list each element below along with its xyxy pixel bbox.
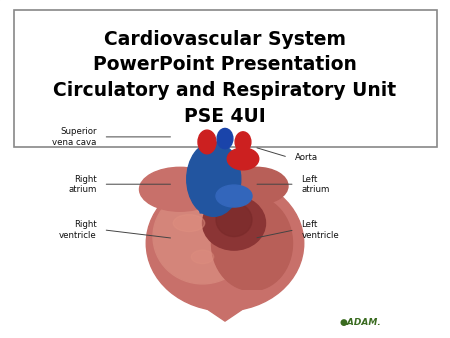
Ellipse shape (173, 215, 205, 232)
Ellipse shape (146, 176, 304, 311)
Text: Right
ventricle: Right ventricle (59, 220, 97, 240)
Text: Superior
vena cava: Superior vena cava (52, 127, 97, 147)
Ellipse shape (225, 167, 288, 204)
Ellipse shape (191, 250, 214, 264)
Ellipse shape (235, 132, 251, 152)
Text: Cardiovascular System
PowerPoint Presentation
Circulatory and Respiratory Unit
P: Cardiovascular System PowerPoint Present… (54, 30, 396, 126)
Text: ●ADAM.: ●ADAM. (339, 318, 381, 327)
Text: Right
atrium: Right atrium (68, 174, 97, 194)
Ellipse shape (216, 203, 252, 237)
Ellipse shape (227, 148, 259, 170)
Ellipse shape (140, 167, 220, 211)
Ellipse shape (187, 142, 241, 216)
Polygon shape (180, 291, 270, 321)
Ellipse shape (202, 196, 266, 250)
FancyBboxPatch shape (14, 10, 436, 147)
Text: Left
atrium: Left atrium (302, 174, 330, 194)
Ellipse shape (198, 130, 216, 154)
Ellipse shape (212, 196, 292, 291)
Text: Aorta: Aorta (295, 153, 318, 162)
Ellipse shape (153, 189, 252, 284)
Polygon shape (191, 179, 225, 213)
Ellipse shape (216, 185, 252, 207)
Text: Left
ventricle: Left ventricle (302, 220, 339, 240)
Ellipse shape (217, 128, 233, 149)
